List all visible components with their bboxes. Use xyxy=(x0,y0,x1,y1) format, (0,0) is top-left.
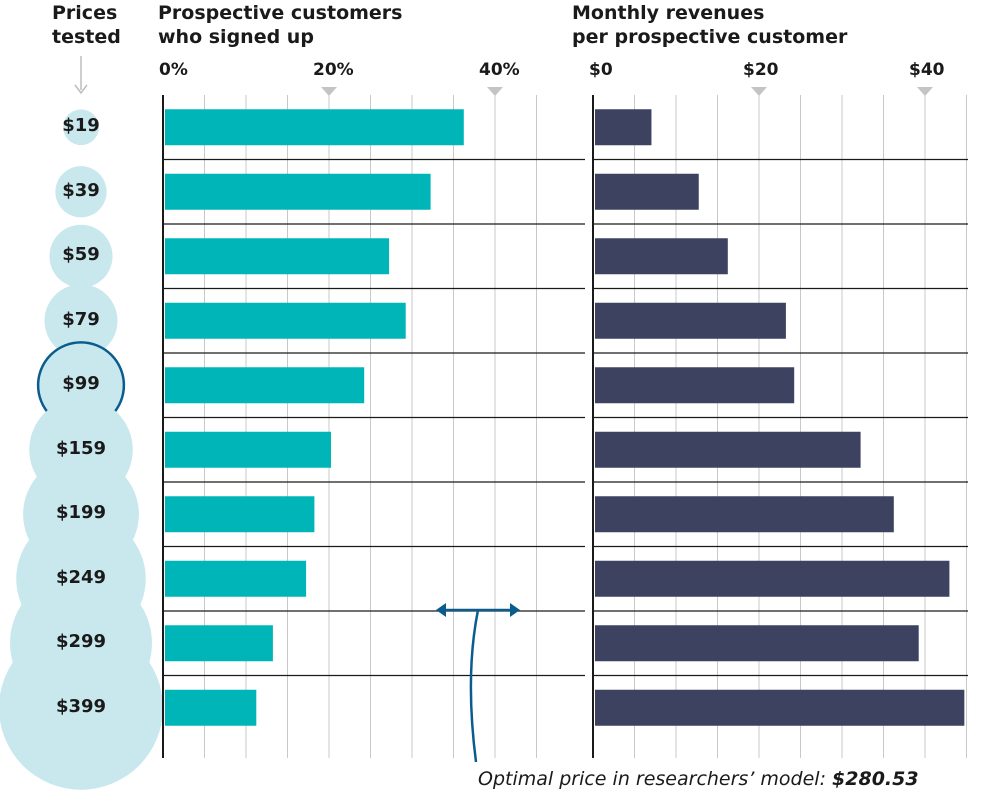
signup-bar xyxy=(165,238,390,275)
header-prices: Prices tested xyxy=(52,1,121,49)
price-label: $99 xyxy=(62,373,100,395)
revenue-tick-marker xyxy=(751,87,767,96)
header-prices-line1: Prices xyxy=(52,2,118,24)
price-label: $399 xyxy=(55,695,107,717)
signup-bar xyxy=(165,367,365,404)
price-label: $39 xyxy=(62,179,100,201)
revenue-tick-label: $40 xyxy=(909,60,945,80)
price-circle xyxy=(49,224,113,288)
signup-bar xyxy=(165,625,273,662)
revenue-bar xyxy=(595,109,652,146)
signup-bar xyxy=(165,173,431,210)
header-revenue-line1: Monthly revenues xyxy=(572,2,765,24)
signup-bar xyxy=(165,496,315,533)
price-label: $249 xyxy=(55,566,107,588)
signup-tick-marker xyxy=(487,87,503,96)
optimal-price-label: Optimal price in researchers’ model: xyxy=(478,768,826,790)
header-signup-line1: Prospective customers xyxy=(158,2,403,24)
revenue-bar xyxy=(595,496,894,533)
revenue-bar xyxy=(595,689,965,726)
optimal-price-note: Optimal price in researchers’ model: $28… xyxy=(478,768,919,790)
signup-bar xyxy=(165,109,464,146)
optimal-price-value: $280.53 xyxy=(832,768,919,790)
signup-tick-label: 0% xyxy=(159,60,188,80)
signup-bar xyxy=(165,431,331,468)
revenue-tick-label: $0 xyxy=(589,60,613,80)
price-label: $19 xyxy=(62,115,100,137)
header-revenue: Monthly revenues per prospective custome… xyxy=(572,1,847,49)
optimal-pointer-line xyxy=(469,609,480,763)
revenue-tick-marker xyxy=(917,87,933,96)
revenue-tick-label: $20 xyxy=(743,60,779,80)
header-signup-line2: who signed up xyxy=(158,26,314,48)
revenue-bar xyxy=(595,431,861,468)
revenue-bar xyxy=(595,367,795,404)
revenue-bar xyxy=(595,238,728,275)
header-revenue-line2: per prospective customer xyxy=(572,26,848,48)
signup-bar xyxy=(165,560,307,597)
revenue-bar xyxy=(595,302,786,339)
price-circle xyxy=(44,284,118,358)
signup-bar xyxy=(165,302,406,339)
header-signup: Prospective customers who signed up xyxy=(158,1,403,49)
optimal-range-arrow-right xyxy=(510,603,520,617)
optimal-range-arrow-left xyxy=(436,603,446,617)
price-circle xyxy=(55,166,107,218)
revenue-bar xyxy=(595,625,919,662)
prices-arrow-head xyxy=(74,84,88,95)
price-circle xyxy=(63,109,99,146)
price-label: $199 xyxy=(55,502,107,524)
header-prices-line2: tested xyxy=(52,26,121,48)
signup-tick-label: 20% xyxy=(313,60,354,80)
price-label: $59 xyxy=(62,244,100,266)
price-label: $299 xyxy=(55,631,107,653)
price-label: $159 xyxy=(55,437,107,459)
signup-bar xyxy=(165,689,257,726)
signup-tick-label: 40% xyxy=(479,60,520,80)
signup-tick-marker xyxy=(321,87,337,96)
revenue-bar xyxy=(595,560,950,597)
price-circle xyxy=(0,625,163,790)
revenue-bar xyxy=(595,173,699,210)
price-label: $79 xyxy=(62,308,100,330)
